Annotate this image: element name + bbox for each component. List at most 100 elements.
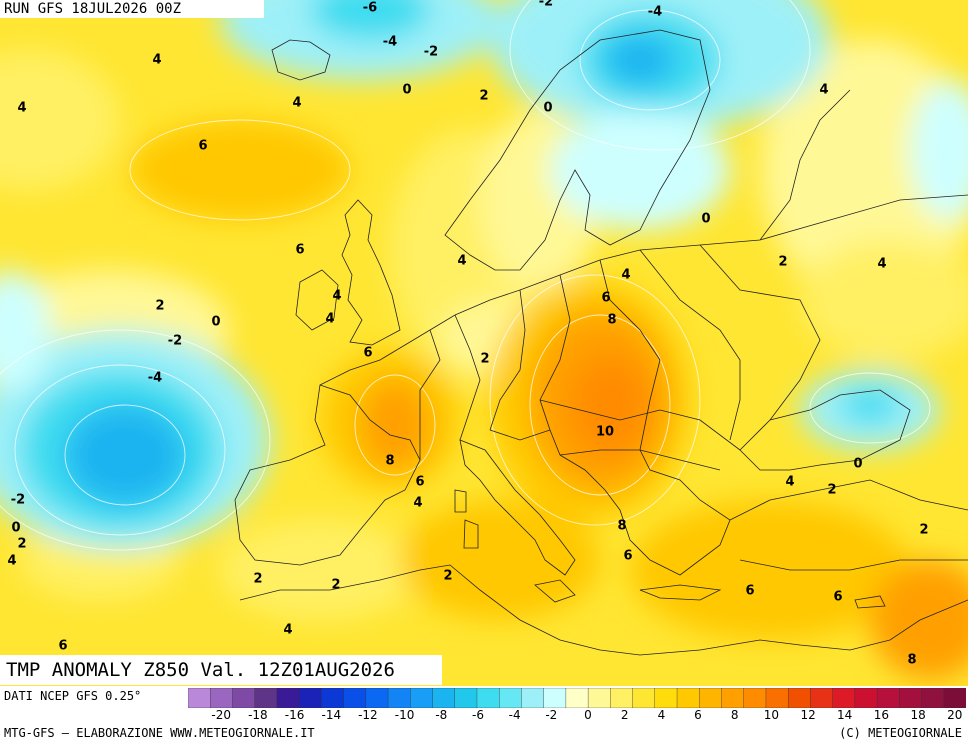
colorbar-tick-label: 2: [620, 708, 629, 722]
contour-label: 4: [819, 83, 828, 98]
colorbar-swatch: [765, 688, 789, 708]
colorbar-swatch: [276, 688, 300, 708]
contour-label: 4: [17, 101, 26, 116]
contour-label: 2: [480, 352, 489, 367]
colorbar: [188, 688, 966, 708]
contour-label: 2: [331, 578, 340, 593]
copyright-label: (C) METEOGIORNALE: [839, 726, 962, 740]
colorbar-tick-label: 20: [947, 708, 963, 722]
colorbar-swatch: [787, 688, 812, 708]
colorbar-swatch: [921, 688, 945, 708]
colorbar-tick-label: 8: [730, 708, 739, 722]
colorbar-swatch: [899, 688, 923, 708]
colorbar-swatch: [587, 688, 612, 708]
colorbar-swatch: [565, 688, 589, 708]
contour-label: 6: [601, 291, 610, 306]
contour-label: -2: [168, 334, 182, 349]
contour-label: 4: [332, 289, 341, 304]
contour-label: 2: [155, 299, 164, 314]
colorbar-tick-label: 4: [657, 708, 666, 722]
colorbar-tick-label: -6: [472, 708, 484, 722]
data-source-label: DATI NCEP GFS 0.25°: [4, 689, 142, 703]
contour-label: 8: [385, 454, 394, 469]
colorbar-swatch: [343, 688, 367, 708]
colorbar-tick-label: -12: [358, 708, 378, 722]
colorbar-tick-label: -20: [211, 708, 231, 722]
contour-label: 4: [785, 475, 794, 490]
colorbar-ticks: -20 -18 -16 -14 -12 -10 -8 -6 -4 -2 0 2 4 6 8 10 12 14 16 1…: [188, 708, 966, 724]
colorbar-tick-label: -18: [248, 708, 268, 722]
colorbar-tick-label: -16: [284, 708, 305, 722]
colorbar-tick-label: -10: [394, 708, 415, 722]
contour-label: -2: [424, 45, 438, 60]
colorbar-swatch: [676, 688, 700, 708]
colorbar-tick-label: 18: [910, 708, 926, 722]
colorbar-swatch: [387, 688, 411, 708]
contour-label: 4: [292, 96, 301, 111]
colorbar-tick-label: 0: [584, 708, 592, 722]
contour-label: 8: [617, 519, 626, 534]
contour-label: 0: [11, 521, 20, 536]
colorbar-swatch: [832, 688, 856, 708]
colorbar-tick-label: 12: [800, 708, 816, 722]
contour-label: 4: [325, 312, 334, 327]
colorbar-tick-label: 6: [694, 708, 702, 722]
colorbar-swatch: [521, 688, 545, 708]
colorbar-swatch: [632, 688, 656, 708]
legend-panel: DATI NCEP GFS 0.25° -20 -18 -16 -14 -12 -10 -8…: [0, 686, 968, 745]
colorbar-swatch: [254, 688, 278, 708]
colorbar-swatch: [610, 688, 634, 708]
colorbar-tick-label: 16: [873, 708, 890, 722]
contour-label: 0: [211, 315, 220, 330]
contour-label: 6: [745, 584, 754, 599]
colorbar-swatch: [499, 688, 523, 708]
contour-label: -4: [648, 5, 662, 20]
contour-label: 2: [479, 89, 488, 104]
contour-label: 6: [415, 475, 424, 490]
contour-label: 0: [402, 83, 411, 98]
contour-label: -2: [11, 493, 25, 508]
colorbar-swatch: [654, 688, 678, 708]
contour-label: 6: [623, 549, 632, 564]
anomaly-field: [0, 0, 968, 686]
elaboration-label: MTG-GFS — ELABORAZIONE WWW.METEOGIORNALE…: [4, 726, 315, 740]
contour-label: 2: [827, 483, 836, 498]
colorbar-swatch: [854, 688, 878, 708]
coastlines-and-borders: [234, 29, 968, 656]
colorbar-swatch: [743, 688, 767, 708]
contour-label: 2: [253, 572, 262, 587]
contour-label: 0: [853, 457, 862, 472]
contour-label: 4: [877, 257, 886, 272]
field-title: TMP ANOMALY Z850 Val. 12Z01AUG2026: [0, 655, 442, 685]
contour-label: 6: [295, 243, 304, 258]
colorbar-swatch: [876, 688, 901, 708]
contour-label: 0: [701, 212, 710, 227]
contour-label: 6: [833, 590, 842, 605]
colorbar-swatch: [721, 688, 745, 708]
contour-label: 6: [198, 139, 207, 154]
colorbar-tick-label: 10: [763, 708, 780, 722]
contour-label: 4: [283, 623, 292, 638]
contour-label: -4: [383, 35, 397, 50]
contour-label: -6: [363, 1, 377, 16]
colorbar-swatch: [943, 688, 966, 708]
contour-label: 2: [443, 569, 452, 584]
contour-label: 8: [607, 313, 616, 328]
colorbar-swatch: [432, 688, 456, 708]
contour-label: -2: [539, 0, 553, 10]
contour-label: 4: [621, 268, 630, 283]
colorbar-tick-label: -2: [545, 708, 558, 722]
colorbar-swatch: [188, 688, 211, 708]
contour-label: 2: [778, 255, 787, 270]
contour-label: -4: [148, 371, 162, 386]
colorbar-swatch: [298, 688, 323, 708]
contour-label: 4: [152, 53, 161, 68]
colorbar-tick-label: -14: [321, 708, 342, 722]
colorbar-swatch: [321, 688, 345, 708]
contour-lines: [0, 0, 931, 551]
contour-label: 4: [457, 254, 466, 269]
contour-label: 4: [7, 554, 16, 569]
